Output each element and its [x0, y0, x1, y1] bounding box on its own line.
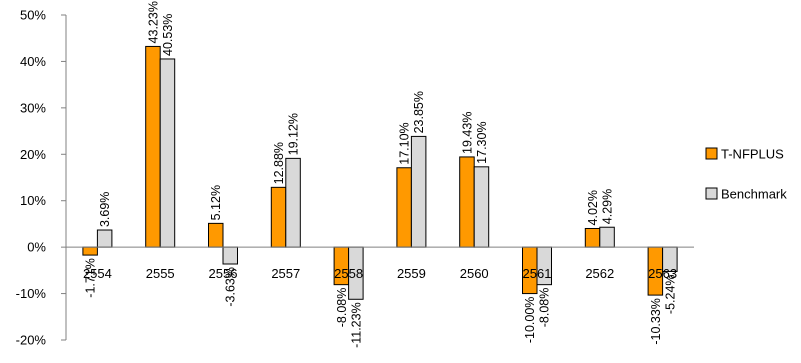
- y-tick-label: 20%: [20, 147, 46, 162]
- data-label: 17.10%: [398, 122, 412, 164]
- data-label: -10.00%: [523, 297, 537, 344]
- x-axis-labels: 2554 2555 2556 2557 2558 2559 2560 2561 2562 2563: [83, 266, 677, 281]
- x-category-label: 2555: [146, 266, 175, 281]
- y-tick-label: 0%: [27, 240, 46, 255]
- bar-t-nfplus: [208, 222, 224, 248]
- bar-t-nfplus: [270, 186, 287, 248]
- bar-benchmark: [410, 135, 427, 248]
- data-label: 17.30%: [475, 121, 489, 163]
- data-label: 12.88%: [272, 142, 286, 184]
- legend-label: T-NFPLUS: [721, 147, 784, 162]
- data-label: -1.71%: [84, 258, 98, 298]
- y-tick-label: 50%: [20, 8, 46, 23]
- bar-benchmark: [96, 229, 113, 248]
- legend-label: Benchmark: [721, 187, 787, 202]
- data-label: 4.29%: [601, 189, 615, 224]
- x-category-label: 2554: [83, 266, 112, 281]
- bar-benchmark: [159, 58, 176, 248]
- data-label: 3.69%: [98, 192, 112, 227]
- x-category-label: 2558: [334, 266, 363, 281]
- x-category-label: 2556: [209, 266, 238, 281]
- bars: [82, 45, 678, 300]
- data-label: 5.12%: [209, 185, 223, 220]
- bar-t-nfplus: [584, 227, 601, 248]
- data-label: 43.23%: [146, 1, 160, 43]
- data-label: 40.53%: [161, 14, 175, 56]
- bar-t-nfplus: [459, 156, 475, 248]
- x-category-label: 2563: [648, 266, 677, 281]
- data-label: 23.85%: [412, 91, 426, 133]
- bar-t-nfplus: [82, 246, 98, 256]
- y-tick-label: 30%: [20, 100, 46, 115]
- x-category-label: 2560: [460, 266, 489, 281]
- data-label: -10.33%: [649, 298, 663, 345]
- data-label: -8.08%: [538, 288, 552, 328]
- x-category-label: 2561: [523, 266, 552, 281]
- bar-t-nfplus: [396, 167, 412, 248]
- bar-benchmark: [599, 226, 615, 248]
- legend-swatch-t-nfplus: [705, 147, 718, 160]
- y-axis: -20% -10% 0% 10% 20% 30% 40% 50%: [16, 8, 67, 348]
- y-tick-label: -20%: [16, 333, 47, 348]
- data-label: 4.02%: [586, 190, 600, 225]
- data-label: -5.24%: [663, 274, 677, 314]
- legend-swatch-benchmark: [705, 187, 718, 200]
- x-category-label: 2559: [397, 266, 426, 281]
- bar-benchmark: [285, 157, 301, 248]
- y-tick-label: -10%: [16, 286, 47, 301]
- data-label: -8.08%: [335, 288, 349, 328]
- y-tick-label: 40%: [20, 54, 46, 69]
- legend: T-NFPLUS Benchmark: [705, 147, 787, 202]
- data-labels: -1.71% 3.69% 43.23% 40.53% 5.12% -3.63% 12.88%…: [84, 1, 678, 348]
- y-tick-label: 10%: [20, 193, 46, 208]
- bar-t-nfplus: [145, 45, 161, 248]
- data-label: 19.12%: [287, 113, 301, 155]
- data-label: -3.63%: [224, 267, 238, 307]
- x-category-label: 2562: [585, 266, 614, 281]
- bar-benchmark: [473, 166, 490, 248]
- data-label: -11.23%: [349, 302, 363, 348]
- x-category-label: 2557: [271, 266, 300, 281]
- bar-benchmark: [222, 246, 238, 265]
- data-label: 19.43%: [460, 112, 474, 154]
